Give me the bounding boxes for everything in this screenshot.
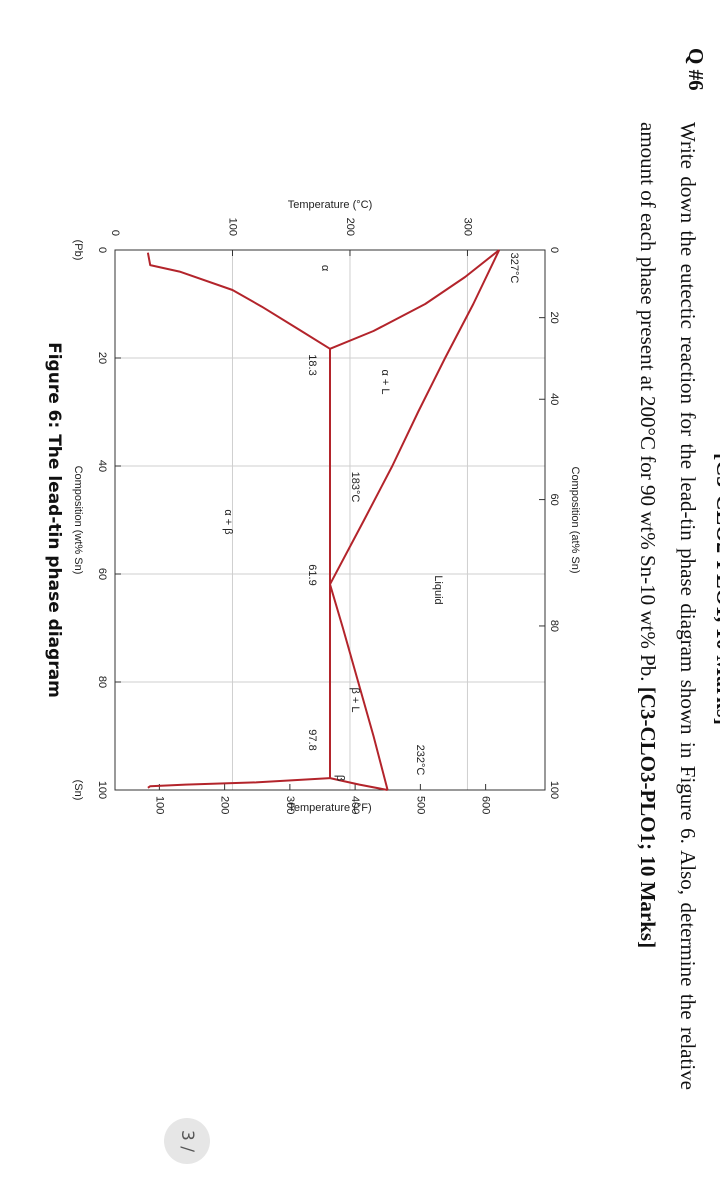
annotation: Liquid [432,575,444,604]
x-end-label: (Sn) [72,780,84,801]
x2-tick-label: 20 [548,312,560,324]
annotation: 327°C [508,253,520,284]
annotation: α [319,265,331,272]
x-tick-label: 60 [96,568,108,580]
figure-caption: Figure 6: The lead-tin phase diagram [44,342,64,698]
annotation: 232°C [414,745,426,776]
annotation: 183°C [349,472,361,503]
page-indicator: 3 / [164,1118,210,1164]
y-tick-label: 0 [109,230,121,236]
y2-tick-label: 600 [480,796,492,814]
y2-tick-label: 100 [153,796,165,814]
phase-boundary [329,249,501,585]
x-tick-label: 100 [96,781,108,799]
x2-tick-label: 60 [548,493,560,505]
x-end-label: (Pb) [72,240,84,261]
y-tick-label: 300 [462,218,474,236]
y-tick-label: 200 [344,218,356,236]
annotation: 61.9 [306,564,318,585]
x-tick-label: 40 [96,460,108,472]
x-tick-label: 20 [96,352,108,364]
x-axis-title: Composition (wt% Sn) [72,466,84,575]
phase-boundary [329,249,500,350]
annotation: α + β [222,509,234,534]
annotation: α + L [379,369,391,394]
x2-tick-label: 100 [548,781,560,799]
y2-tick-label: 200 [219,796,231,814]
phase-boundary [329,777,388,791]
annotation: 18.3 [306,354,318,375]
x2-tick-label: 80 [548,620,560,632]
y2-tick-label: 500 [414,796,426,814]
x2-axis-title: Composition (at% Sn) [569,467,581,574]
y-tick-label: 100 [227,218,239,236]
phase-boundary [329,584,389,791]
y2-tick-label: 400 [349,796,361,814]
phase-boundary [146,252,331,350]
x-tick-label: 0 [96,247,108,253]
y2-axis-title: Temperature (°F) [288,802,371,814]
annotation: β + L [349,688,361,713]
y2-tick-label: 300 [284,796,296,814]
x2-tick-label: 40 [548,393,560,405]
x-tick-label: 80 [96,676,108,688]
annotation: β [334,775,346,781]
x2-tick-label: 0 [548,247,560,253]
plot-frame [114,249,546,791]
annotation: 97.8 [306,729,318,750]
phase-boundary [147,777,331,789]
y-axis-title: Temperature (°C) [288,199,372,211]
